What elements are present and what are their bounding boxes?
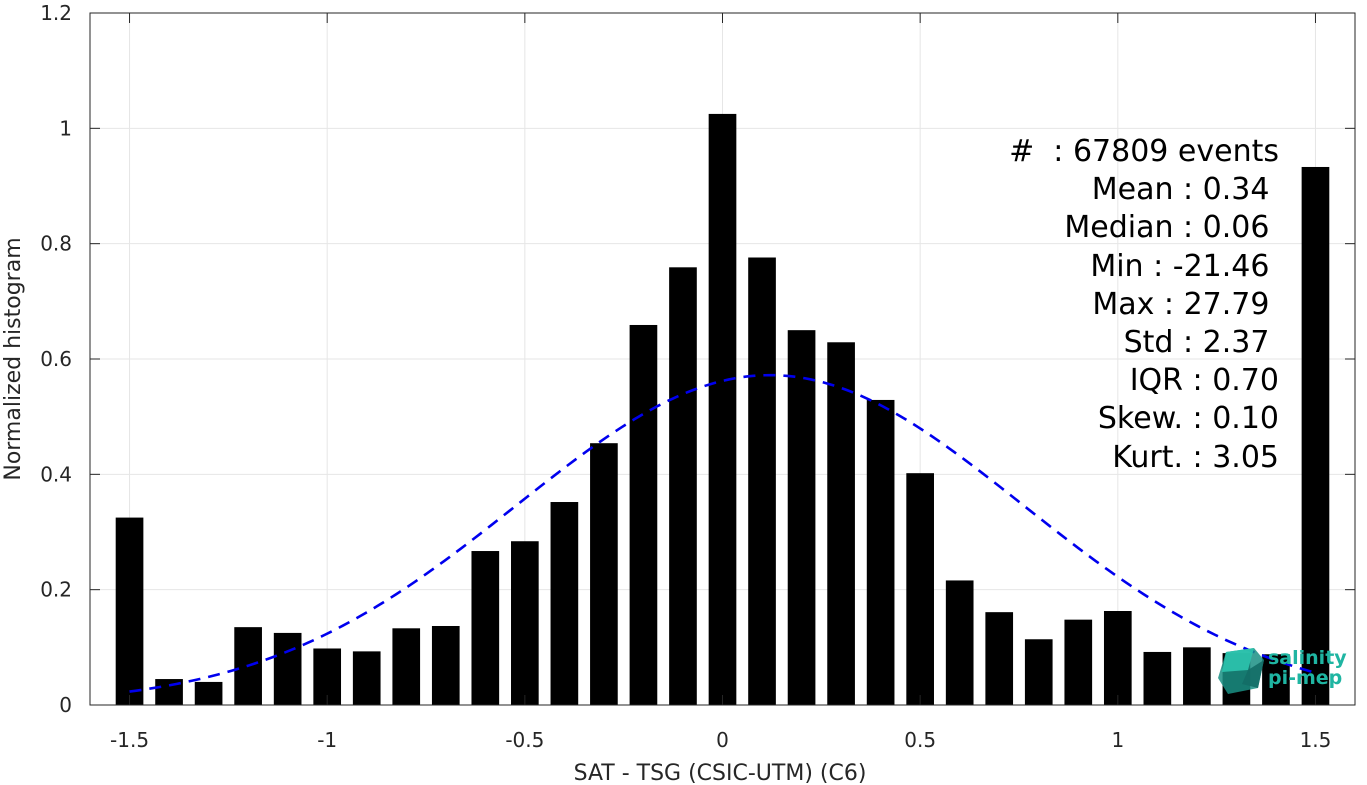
x-tick-label: -0.5 [505,728,544,752]
histogram-bar [392,628,421,705]
logo-cube-icon [1218,648,1264,694]
statistic-line: Min : -21.46 [1090,248,1279,284]
histogram-bar [827,342,855,705]
histogram-bar [1183,647,1211,705]
y-tick-label: 0.2 [40,578,72,602]
x-tick-label: -1 [317,728,337,752]
x-tick-label: -1.5 [110,728,149,752]
x-axis-label: SAT - TSG (CSIC-UTM) (C6) [574,761,867,785]
y-tick-label: 1 [59,116,72,140]
histogram-bar [1024,639,1053,705]
histogram-bar [471,551,500,705]
y-axis-ticks: 0 0.2 0.4 0.6 0.8 1 1.2 [40,1,1355,717]
histogram-bar [194,681,223,705]
y-tick-label: 1.2 [40,1,72,25]
x-tick-label: 1.5 [1300,728,1332,752]
bars [115,113,1330,706]
statistic-line: Max : 27.79 [1092,286,1279,322]
statistic-line: Skew. : 0.10 [1097,401,1279,437]
histogram-bar [115,517,144,705]
y-tick-label: 0.8 [40,232,72,256]
logo-line-1: salinity [1268,647,1347,669]
y-tick-label: 0.6 [40,347,72,371]
statistics-annotation: # : 67809 events Mean : 0.34 Median : 0.0… [1009,133,1279,477]
statistic-line: Std : 2.37 [1123,325,1279,361]
histogram-bar [866,399,895,705]
histogram-bar [748,257,776,705]
histogram-bar [669,267,697,705]
y-tick-label: 0 [59,693,72,717]
salinity-pi-mep-logo: salinity pi-mep [1218,648,1348,694]
logo-line-2: pi-mep [1268,667,1343,689]
histogram-bar [550,502,579,705]
histogram-bar [1103,611,1132,705]
y-tick-label: 0.4 [40,462,72,486]
histogram-bar [985,612,1014,705]
histogram-bar [511,541,539,705]
histogram-bar [590,443,618,705]
histogram-bar [906,473,934,705]
histogram-bar [945,580,974,705]
histogram-bar [708,113,737,705]
x-tick-label: 0 [716,728,729,752]
gaussian-fit-curve [129,373,1316,693]
statistic-line: # : 67809 events [1009,134,1279,169]
y-axis-label: Normalized histogram [1,237,26,480]
histogram-bar [1301,166,1330,706]
statistic-line: Median : 0.06 [1064,210,1279,246]
histogram-bar [1143,651,1172,705]
histogram-bar [1064,619,1093,705]
statistic-line: Mean : 0.34 [1091,172,1279,208]
histogram-bar [787,330,816,705]
histogram-bar [273,632,302,705]
statistic-line: IQR : 0.70 [1129,363,1279,399]
histogram-bar [352,651,381,705]
x-axis-ticks: -1.5 -1 -0.5 0 0.5 1 1.5 [110,13,1331,752]
x-tick-label: 0.5 [904,728,936,752]
histogram-bar [431,625,460,705]
x-tick-label: 1 [1111,728,1124,752]
statistic-line: Kurt. : 3.05 [1112,439,1279,475]
histogram-bar [629,324,658,705]
